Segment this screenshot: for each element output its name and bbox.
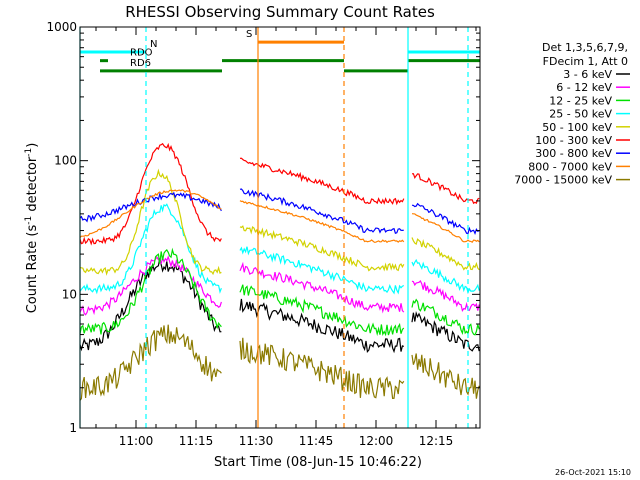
series-line-1-segment-0 — [79, 255, 222, 316]
series-line-7-segment-0 — [79, 189, 222, 239]
series-line-0-segment-1 — [239, 298, 405, 354]
legend-header-decimation: FDecim 1, Att 0 — [543, 55, 628, 68]
series-7 — [79, 189, 480, 244]
series-6 — [79, 188, 480, 236]
series-line-4-segment-2 — [411, 237, 480, 271]
flag-label-5: S — [246, 29, 252, 40]
x-tick-label-4: 12:00 — [359, 434, 394, 448]
x-tick-label-2: 11:30 — [239, 434, 274, 448]
legend-label-7: 800 - 7000 keV — [528, 160, 612, 173]
legend-label-0: 3 - 6 keV — [563, 68, 612, 81]
y-tick-label-0: 1 — [69, 421, 77, 435]
x-tick-label-3: 11:45 — [299, 434, 334, 448]
series-line-5-segment-0 — [79, 142, 222, 246]
legend-label-3: 25 - 50 keV — [549, 108, 612, 121]
series-line-3-segment-0 — [79, 203, 222, 295]
series-line-4-segment-0 — [79, 168, 222, 276]
series-line-5-segment-1 — [239, 157, 405, 206]
series-4 — [79, 168, 480, 276]
series-line-0-segment-2 — [411, 310, 480, 352]
series-line-1-segment-1 — [239, 261, 405, 314]
series-line-8-segment-0 — [79, 324, 222, 401]
y-tick-label-2: 100 — [54, 154, 77, 168]
legend-label-6: 300 - 800 keV — [535, 147, 612, 160]
legend-label-2: 12 - 25 keV — [549, 94, 612, 107]
series-line-2-segment-1 — [239, 284, 405, 337]
y-tick-label-3: 1000 — [46, 20, 77, 34]
series-line-4-segment-1 — [239, 225, 405, 272]
legend-header-detectors: Det 1,3,5,6,7,9, — [542, 41, 628, 54]
series-line-7-segment-1 — [239, 200, 405, 244]
chart-title: RHESSI Observing Summary Count Rates — [125, 3, 435, 21]
legend-label-8: 7000 - 15000 keV — [514, 174, 612, 187]
series-line-6-segment-1 — [239, 188, 404, 234]
axes: 1 10 100 1000 11:00 11:15 11:30 11:45 12:00 12:15 — [46, 20, 481, 448]
y-axis-label: Count Rate (s-1 detector-1) — [24, 143, 40, 314]
legend-label-1: 6 - 12 keV — [556, 81, 612, 94]
series-line-2-segment-0 — [79, 247, 222, 335]
data-lines — [79, 142, 480, 401]
timestamp: 26-Oct-2021 15:10 — [555, 468, 631, 477]
x-tick-label-1: 11:15 — [179, 434, 214, 448]
legend-label-4: 50 - 100 keV — [542, 121, 612, 134]
series-line-6-segment-2 — [411, 202, 480, 236]
x-tick-label-5: 12:15 — [419, 434, 454, 448]
series-line-6-segment-0 — [79, 191, 222, 223]
flag-label-1: RDO — [130, 48, 153, 59]
flag-label-0: N — [150, 39, 157, 50]
flag-label-2: RD6 — [130, 58, 151, 69]
legend-label-5: 100 - 300 keV — [535, 134, 612, 147]
legend: Det 1,3,5,6,7,9, FDecim 1, Att 0 3 - 6 k… — [514, 41, 630, 187]
series-line-3-segment-1 — [239, 246, 405, 295]
x-axis-label: Start Time (08-Jun-15 10:46:22) — [214, 455, 422, 470]
series-8 — [79, 324, 480, 401]
series-line-8-segment-2 — [411, 353, 480, 399]
y-tick-label-1: 10 — [62, 287, 77, 301]
series-line-8-segment-1 — [239, 337, 405, 400]
x-tick-label-0: 11:00 — [119, 434, 154, 448]
plot-frame — [79, 26, 481, 429]
series-line-7-segment-2 — [411, 213, 480, 243]
